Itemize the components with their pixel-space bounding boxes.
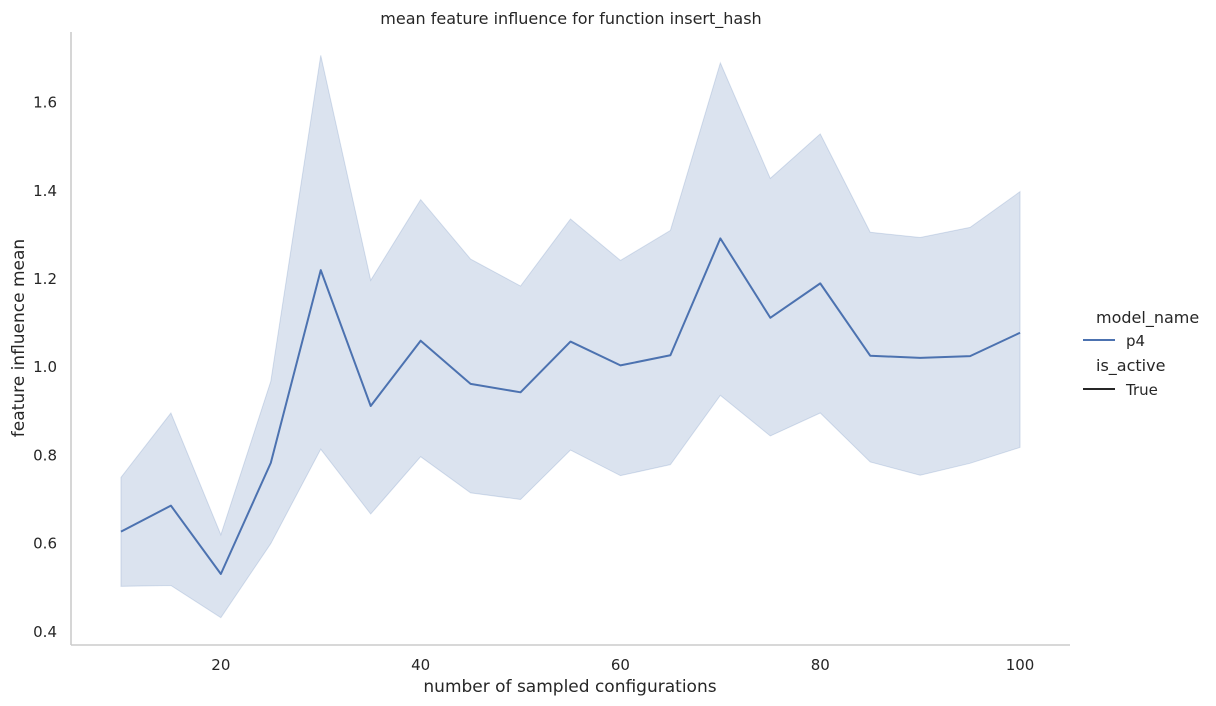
data-point — [220, 573, 222, 575]
legend-hue-label: p4 — [1126, 332, 1145, 350]
x-axis-label: number of sampled configurations — [423, 677, 716, 697]
x-tick-labels: 20 40 60 80 100 — [211, 656, 1034, 674]
legend: model_name p4 is_active True — [1083, 308, 1199, 399]
legend-style-label: True — [1125, 381, 1158, 399]
data-point — [520, 391, 522, 393]
chart-title: mean feature influence for function inse… — [380, 9, 761, 29]
y-tick-label: 0.8 — [33, 446, 57, 464]
y-tick-label: 1.6 — [33, 94, 57, 112]
legend-style-title: is_active — [1096, 356, 1165, 376]
data-point — [819, 282, 821, 284]
data-point — [270, 462, 272, 464]
x-tick-label: 40 — [411, 656, 430, 674]
x-tick-label: 60 — [611, 656, 630, 674]
data-point — [170, 505, 172, 507]
data-point — [320, 269, 322, 271]
series-line-p4 — [120, 237, 1021, 575]
x-tick-label: 20 — [211, 656, 230, 674]
y-tick-label: 0.6 — [33, 535, 57, 553]
data-point — [869, 355, 871, 357]
data-point — [120, 531, 122, 533]
data-point — [719, 237, 721, 239]
y-tick-label: 1.0 — [33, 358, 57, 376]
data-point — [570, 341, 572, 343]
data-point — [370, 405, 372, 407]
x-tick-label: 80 — [811, 656, 830, 674]
series-line-layer — [120, 237, 1021, 575]
data-point — [420, 340, 422, 342]
y-tick-label: 0.4 — [33, 623, 57, 641]
data-point — [470, 383, 472, 385]
x-tick-label: 100 — [1006, 656, 1035, 674]
data-point — [669, 354, 671, 356]
y-tick-label: 1.4 — [33, 182, 57, 200]
data-point — [969, 355, 971, 357]
data-point — [1019, 332, 1021, 334]
data-point — [769, 317, 771, 319]
confidence-band-layer — [120, 55, 1021, 619]
legend-hue-title: model_name — [1096, 308, 1199, 328]
data-point — [619, 364, 621, 366]
confidence-band-p4 — [120, 55, 1021, 619]
y-axis-label: feature influence mean — [9, 239, 29, 437]
y-tick-labels: 0.4 0.6 0.8 1.0 1.2 1.4 1.6 — [33, 94, 57, 641]
data-point — [919, 357, 921, 359]
y-tick-label: 1.2 — [33, 270, 57, 288]
